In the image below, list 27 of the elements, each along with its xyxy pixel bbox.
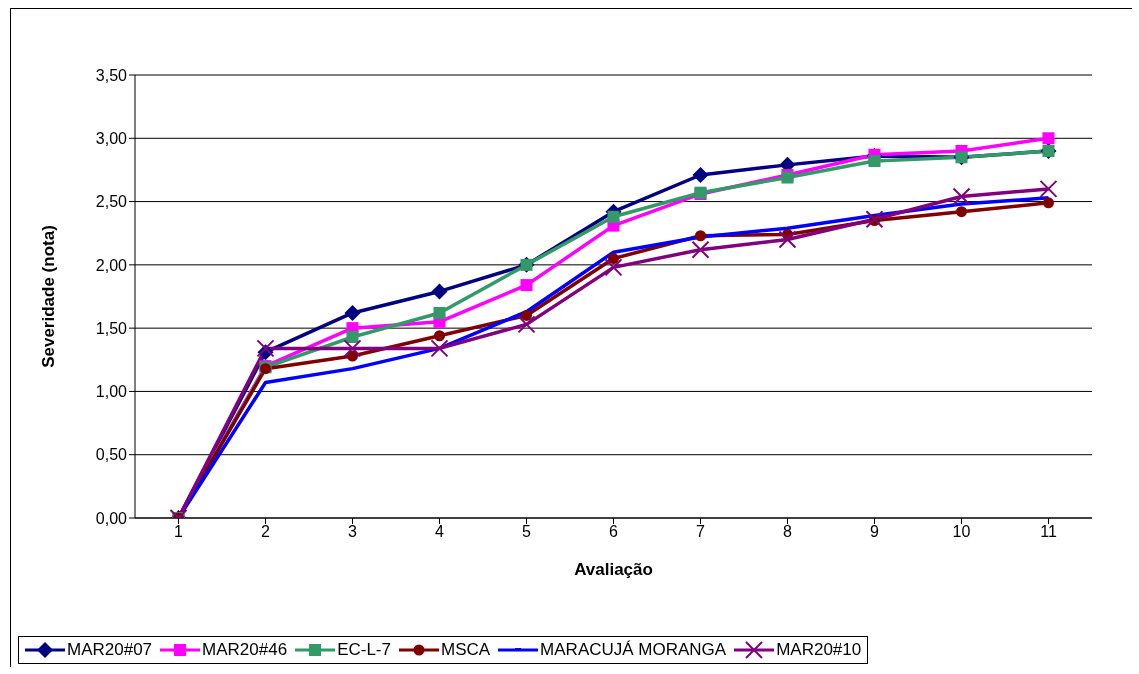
y-tick-label: 3,50 [95, 66, 128, 84]
legend-label: MAR20#10 [776, 640, 862, 660]
x-tick-label: 1 [174, 523, 184, 541]
x-axis-title: Avaliação [574, 560, 653, 580]
legend-label: MSCA [440, 640, 491, 660]
x-tick-label: 5 [522, 523, 532, 541]
x-tick-label: 6 [609, 523, 619, 541]
y-tick-label: 2,50 [95, 193, 128, 211]
x-tick-label: 10 [952, 523, 971, 541]
y-tick-label: 1,50 [95, 319, 128, 337]
y-tick-label: 0,50 [95, 446, 128, 464]
x-tick-label: 8 [783, 523, 793, 541]
x-tick-label: 11 [1040, 523, 1057, 541]
x-tick-label: 3 [348, 523, 358, 541]
x-tick-label: 9 [870, 523, 880, 541]
legend-label: MARACUJÁ MORANGA [540, 640, 727, 660]
legend-label: MAR20#07 [67, 640, 153, 660]
y-tick-label: 2,00 [95, 256, 128, 274]
y-axis-title: Severidade (nota) [39, 225, 59, 368]
x-tick-label: 2 [261, 523, 271, 541]
legend-label: EC-L-7 [337, 640, 391, 660]
x-tick-label: 4 [435, 523, 445, 541]
legend-label: MAR20#46 [202, 640, 288, 660]
y-tick-label: 1,00 [95, 383, 128, 401]
y-tick-label: 0,00 [95, 509, 128, 527]
y-tick-label: 3,00 [95, 129, 128, 147]
x-tick-label: 7 [696, 523, 706, 541]
